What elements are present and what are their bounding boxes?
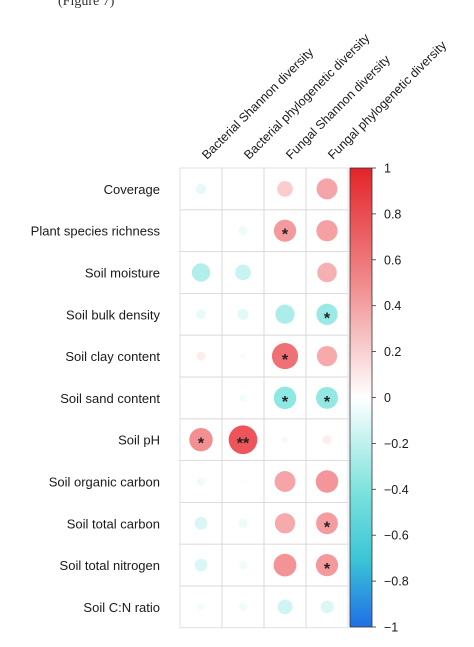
correlation-circle — [273, 219, 297, 242]
significance-marker: ** — [237, 436, 250, 453]
row-label: Soil organic carbon — [49, 475, 160, 490]
correlation-circle — [273, 386, 297, 410]
correlation-circle — [320, 600, 334, 614]
row-label: Soil moisture — [85, 266, 160, 281]
significance-marker: * — [198, 436, 205, 453]
correlation-circle — [239, 352, 247, 360]
correlation-circle — [238, 602, 248, 612]
colorbar-gradient — [349, 167, 373, 628]
grid-cell — [305, 585, 349, 629]
correlation-circle — [240, 186, 246, 192]
significance-marker: * — [282, 394, 289, 411]
colorbar-tick-label: −0.6 — [384, 529, 409, 543]
correlation-circle — [189, 427, 213, 452]
correlation-circle — [237, 308, 249, 320]
correlation-circle — [274, 471, 296, 492]
significance-marker: * — [324, 519, 331, 536]
row-label: Soil sand content — [60, 391, 160, 406]
correlation-circle — [273, 553, 297, 577]
correlation-circle — [194, 558, 208, 572]
correlation-circle — [316, 220, 338, 242]
correlation-circle — [228, 425, 258, 455]
correlation-circle — [271, 343, 299, 370]
correlation-circle — [240, 479, 246, 484]
significance-marker: * — [324, 561, 331, 578]
correlation-circle — [196, 309, 206, 320]
correlation-circle — [315, 554, 339, 577]
correlation-circle — [196, 477, 206, 486]
correlation-circle — [238, 560, 248, 570]
colorbar-tick-label: −1 — [384, 621, 398, 635]
colorbar-tick-label: 0.2 — [384, 345, 401, 359]
row-label: Soil total carbon — [67, 516, 160, 531]
correlation-circle — [191, 263, 211, 282]
row-label: Soil C:N ratio — [83, 600, 160, 615]
colorbar-tick-label: 1 — [384, 162, 391, 176]
correlation-circle — [315, 470, 339, 493]
correlation-circle — [316, 512, 338, 535]
row-label: Soil pH — [118, 433, 160, 448]
correlation-circle — [195, 183, 207, 195]
correlation-circle — [198, 395, 204, 401]
colorbar-tick-label: −0.4 — [384, 483, 409, 497]
row-label: Coverage — [104, 182, 160, 197]
correlation-circle — [322, 435, 332, 445]
correlation-circle — [197, 603, 205, 611]
correlation-circle — [282, 270, 288, 275]
correlation-circle — [316, 178, 338, 200]
correlation-circle — [239, 394, 247, 402]
significance-marker: * — [282, 227, 289, 244]
caption-fragment: (Figure 7) — [58, 0, 115, 9]
significance-marker: * — [282, 352, 289, 369]
correlation-circle — [235, 264, 251, 281]
correlation-circle — [198, 228, 204, 234]
correlation-circle — [316, 345, 338, 367]
correlation-circle — [281, 436, 289, 443]
colorbar-tick-label: 0 — [384, 391, 391, 405]
correlation-circle — [316, 303, 338, 325]
correlation-circle — [196, 351, 206, 361]
colorbar-tick-label: −0.8 — [384, 575, 409, 589]
colorbar-tick-label: 0.4 — [384, 299, 401, 313]
row-label: Soil clay content — [65, 349, 160, 364]
correlation-circle — [274, 513, 296, 534]
significance-marker: * — [324, 310, 331, 327]
row-label: Soil bulk density — [66, 307, 160, 322]
correlation-circle — [275, 304, 295, 324]
correlation-circle — [316, 386, 338, 409]
significance-marker: * — [324, 394, 331, 411]
correlation-circle — [277, 599, 293, 615]
correlation-circle — [194, 516, 208, 530]
row-label: Plant species richness — [31, 224, 161, 239]
colorbar-tick-label: 0.8 — [384, 207, 401, 221]
colorbar-tick-label: −0.2 — [384, 437, 409, 451]
correlation-circle — [238, 518, 248, 528]
correlation-circle — [277, 181, 293, 197]
colorbar-tick-label: 0.6 — [384, 253, 401, 267]
row-label: Soil total nitrogen — [60, 558, 160, 573]
correlation-circle — [317, 262, 337, 283]
correlation-circle — [238, 226, 248, 236]
